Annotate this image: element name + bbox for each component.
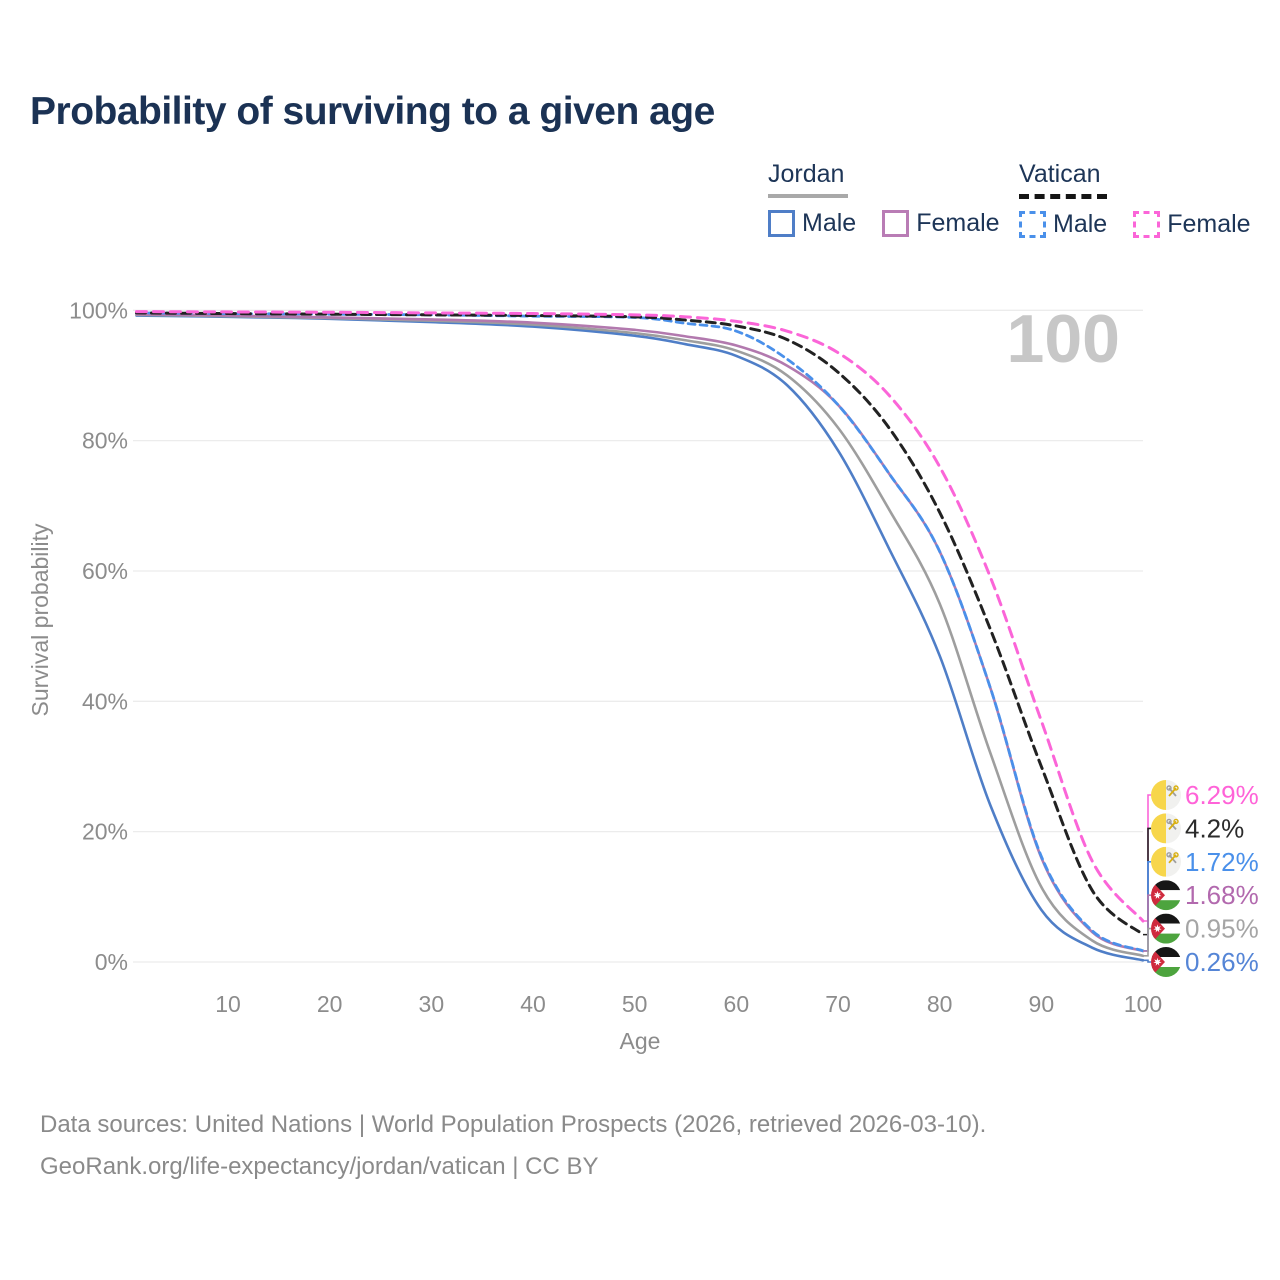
vatican-flag-icon <box>1151 780 1181 810</box>
y-tick-label: 40% <box>82 688 128 714</box>
x-axis-title: Age <box>620 1028 661 1054</box>
series-line-vatican-combined <box>135 311 1145 937</box>
end-value-label-vatican-female: 6.29% <box>1185 780 1259 810</box>
x-tick-label: 70 <box>825 991 851 1017</box>
end-connector-vatican-male <box>1143 861 1151 952</box>
x-tick-label: 10 <box>215 991 241 1017</box>
end-connector-jordan-male <box>1143 959 1151 963</box>
chart-title: Probability of surviving to a given age <box>30 90 715 133</box>
vatican-flag-icon <box>1151 813 1181 844</box>
x-tick-label: 40 <box>520 991 546 1017</box>
jordan-flag-icon <box>1151 913 1181 944</box>
data-sources-text: Data sources: United Nations | World Pop… <box>40 1111 987 1138</box>
legend-group-vatican-title: Vatican <box>1019 160 1101 188</box>
legend-label: Male <box>1053 210 1108 238</box>
legend-checkbox-jordan-male[interactable]: Male <box>768 209 856 238</box>
x-tick-label: 50 <box>622 991 648 1017</box>
end-value-label-jordan-female: 1.68% <box>1185 880 1259 910</box>
legend-group-vatican: Vatican Male Female <box>1019 160 1251 238</box>
end-connector-jordan-female <box>1143 894 1151 952</box>
end-connector-jordan-combined <box>1143 927 1151 957</box>
y-tick-label: 100% <box>69 297 128 323</box>
series-line-vatican-female <box>135 310 1145 923</box>
y-tick-label: 60% <box>82 558 128 584</box>
gridlines <box>133 309 1143 963</box>
series-end-labels: 6.29%4.2% 1.72%1.68% 0.95%0.26% <box>1143 780 1259 977</box>
footer: Data sources: United Nations | World Pop… <box>40 1104 986 1188</box>
checkbox-icon <box>1133 211 1161 238</box>
y-tick-label: 0% <box>95 949 128 975</box>
vatican-flag-icon <box>1151 846 1181 877</box>
end-value-label-jordan-combined: 0.95% <box>1185 914 1259 944</box>
series-lines <box>135 310 1145 962</box>
x-tick-label: 20 <box>317 991 343 1017</box>
end-value-label-vatican-male: 1.72% <box>1185 847 1259 877</box>
end-value-label-vatican-combined: 4.2% <box>1185 813 1244 843</box>
y-axis-title: Survival probability <box>27 523 53 717</box>
y-tick-label: 80% <box>82 428 128 454</box>
checkbox-icon <box>882 210 910 237</box>
legend-checkbox-vatican-male[interactable]: Male <box>1019 210 1107 239</box>
attribution-text: GeoRank.org/life-expectancy/jordan/vatic… <box>40 1153 599 1180</box>
x-tick-label: 60 <box>724 991 750 1017</box>
x-tick-label: 30 <box>419 991 445 1017</box>
y-axis-ticks: 0% 20% 40% 60% 80% 100% <box>69 297 128 975</box>
x-tick-label: 100 <box>1124 991 1162 1017</box>
jordan-line-style-sample <box>768 194 848 198</box>
x-axis-ticks: 10 20 30 40 50 60 70 80 90 100 <box>215 991 1162 1017</box>
legend-label: Female <box>916 209 1000 237</box>
legend-checkbox-vatican-female[interactable]: Female <box>1133 210 1251 239</box>
vatican-line-style-sample <box>1019 194 1107 199</box>
checkbox-icon <box>768 210 795 237</box>
end-value-label-jordan-male: 0.26% <box>1185 947 1259 977</box>
legend-label: Female <box>1167 210 1251 238</box>
jordan-flag-icon <box>1151 947 1181 977</box>
series-line-jordan-male <box>135 314 1145 962</box>
legend-group-jordan-title: Jordan <box>768 160 845 188</box>
series-line-vatican-male <box>135 311 1145 953</box>
legend: Jordan Male Female Vatican Male Female <box>0 160 1280 250</box>
legend-group-jordan: Jordan Male Female <box>768 160 1000 237</box>
legend-label: Male <box>802 209 857 237</box>
end-connector-vatican-combined <box>1143 827 1151 936</box>
end-connector-vatican-female <box>1143 794 1151 922</box>
x-tick-label: 80 <box>927 991 953 1017</box>
jordan-flag-icon <box>1151 880 1181 911</box>
x-tick-label: 90 <box>1029 991 1055 1017</box>
legend-checkbox-jordan-female[interactable]: Female <box>882 209 1000 238</box>
age-watermark: 100 <box>1007 301 1120 377</box>
y-tick-label: 20% <box>82 819 128 845</box>
checkbox-icon <box>1019 211 1046 238</box>
